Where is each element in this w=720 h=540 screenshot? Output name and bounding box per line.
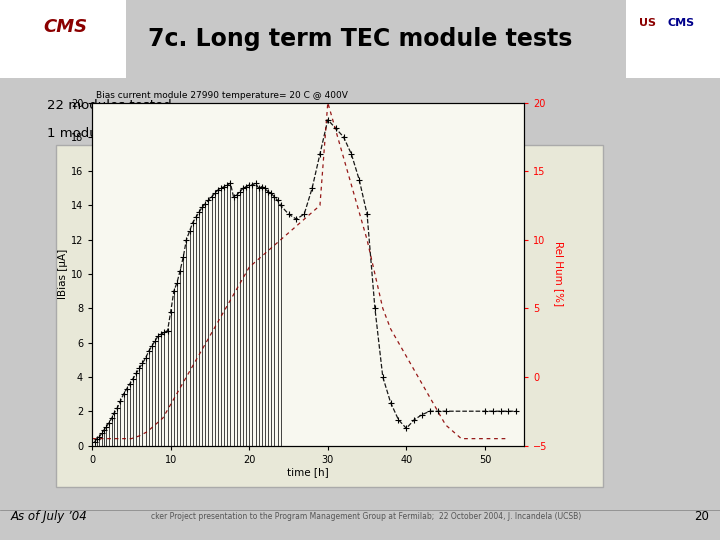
Text: 22 modules tested: 22 modules tested [47, 99, 171, 112]
Text: CMS: CMS [43, 18, 87, 36]
Text: 20: 20 [694, 510, 709, 523]
Text: 1 module with current increase during LT test: 1 module with current increase during LT… [47, 127, 351, 140]
Text: 7c. Long term TEC module tests: 7c. Long term TEC module tests [148, 27, 572, 51]
Text: cker Project presentation to the Program Management Group at Fermilab;  22 Octob: cker Project presentation to the Program… [151, 512, 582, 522]
Text: As of July ’04: As of July ’04 [11, 510, 88, 523]
Text: Bias current module 27990 temperature= 20 C @ 400V: Bias current module 27990 temperature= 2… [96, 91, 348, 100]
Y-axis label: IBias [μA]: IBias [μA] [58, 249, 68, 299]
Text: US: US [639, 18, 657, 29]
Bar [626, 0, 720, 78]
X-axis label: time [h]: time [h] [287, 467, 329, 477]
Text: CMS: CMS [667, 18, 695, 29]
Bar [0, 0, 126, 78]
Y-axis label: Rel Hum [%]: Rel Hum [%] [554, 241, 564, 307]
Bar [56, 145, 603, 487]
